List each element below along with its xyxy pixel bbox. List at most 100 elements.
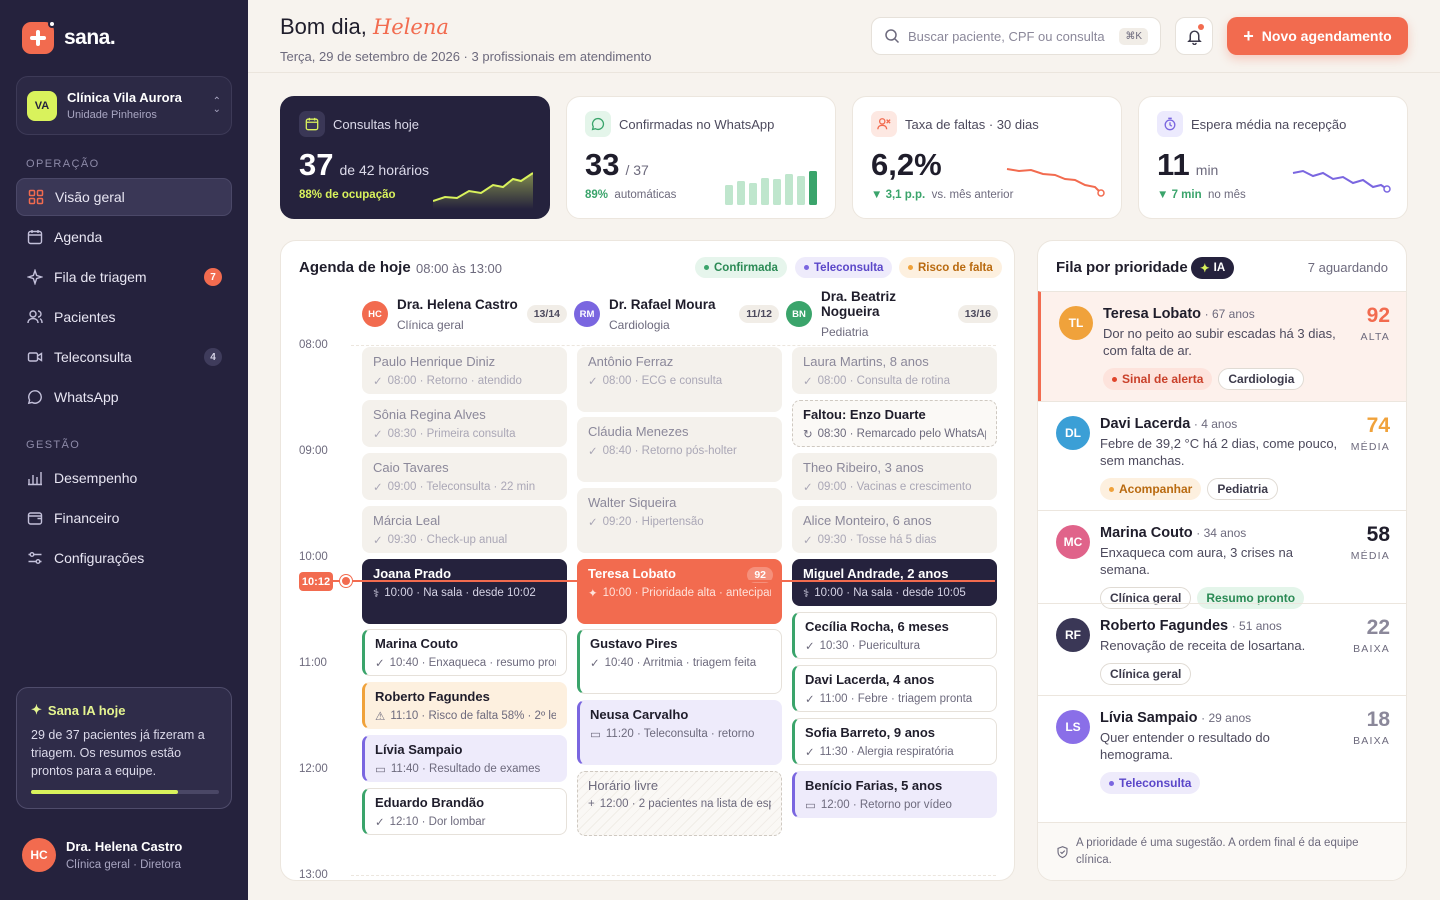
kpi-confirmadas-whatsapp[interactable]: Confirmadas no WhatsApp 33 / 37 89% autom… <box>566 96 836 219</box>
queue-item[interactable]: RF Roberto Fagundes · 51 anos Renovação … <box>1038 603 1406 695</box>
video-icon: ▭ <box>805 800 816 812</box>
appointment-card[interactable]: Paulo Henrique Diniz ✓ 08:00 · Retorno · a… <box>362 347 567 394</box>
kpi-espera-media[interactable]: Espera média na recepção 11 min ▼ 7 min n… <box>1138 96 1408 219</box>
queue-item[interactable]: TL Teresa Lobato · 67 anos Dor no peito … <box>1038 291 1406 401</box>
tag-follow-up: Acompanhar <box>1100 478 1202 500</box>
plus-icon: + <box>588 798 595 810</box>
appointment-card-tele[interactable]: Neusa Carvalho ▭ 11:20 · Teleconsulta · re… <box>577 700 782 765</box>
sidebar-item-whatsapp[interactable]: WhatsApp <box>16 378 232 416</box>
sidebar-item-agenda[interactable]: Agenda <box>16 218 232 256</box>
appointment-card[interactable]: Cláudia Menezes ✓ 08:40 · Retorno pós-holt… <box>577 417 782 482</box>
appointment-card-risk[interactable]: Roberto Fagundes ⚠ 11:10 · Risco de falta … <box>362 682 567 729</box>
queue-item[interactable]: MC Marina Couto · 34 anos Enxaqueca com … <box>1038 510 1406 609</box>
search-input[interactable]: Buscar paciente, CPF ou consulta ⌘K <box>871 17 1161 55</box>
patient-name: Joana Prado <box>373 566 452 581</box>
kpi-foot-strong: ▼ 7 min <box>1157 189 1202 201</box>
appointment-card-tele[interactable]: Benício Farias, 5 anos ▭ 12:00 · Retorno p… <box>792 771 997 818</box>
chevron-updown-icon: ⌃ ⌄ <box>212 95 221 115</box>
sidebar-item-fila-de-triagem[interactable]: Fila de triagem 7 <box>16 258 232 296</box>
appointment-card[interactable]: Antônio Ferraz ✓ 08:00 · ECG e consulta <box>577 347 782 412</box>
kpi-taxa-de-faltas[interactable]: Taxa de faltas · 30 dias 6,2% ▼ 3,1 p.p.… <box>852 96 1122 219</box>
current-time-dot <box>340 575 352 587</box>
appointment-detail: 08:30 · Primeira consulta <box>387 428 516 440</box>
queue-waiting-count: 7 aguardando <box>1307 260 1388 275</box>
queue-item[interactable]: DL Davi Lacerda · 4 anos Febre de 39,2 °… <box>1038 401 1406 510</box>
sidebar-item-pacientes[interactable]: Pacientes <box>16 298 232 336</box>
patient-name: Gustavo Pires <box>590 636 678 651</box>
sidebar-item-financeiro[interactable]: Financeiro <box>16 499 232 537</box>
check-icon: ✓ <box>373 429 383 441</box>
page-subtitle: Terça, 29 de setembro de 2026 · 3 profis… <box>280 49 652 64</box>
appointment-card-tele[interactable]: Lívia Sampaio ▭ 11:40 · Resultado de exame… <box>362 735 567 782</box>
brand-name: sana. <box>64 26 116 49</box>
appointment-card-priority[interactable]: Teresa Lobato ✦ 10:00 · Prioridade alta · … <box>577 559 782 624</box>
shield-icon <box>1057 846 1068 859</box>
sidebar-item-desempenho[interactable]: Desempenho <box>16 459 232 497</box>
check-double-icon: ✓ <box>805 641 815 653</box>
appointment-card[interactable]: Laura Martins, 8 anos ✓ 08:00 · Consulta d… <box>792 347 997 394</box>
notifications-button[interactable] <box>1175 17 1213 55</box>
appointment-card[interactable]: Eduardo Brandão ✓ 12:10 · Dor lombar <box>362 788 567 835</box>
appointment-card[interactable]: Gustavo Pires ✓ 10:40 · Arritmia · triagem… <box>577 629 782 694</box>
check-double-icon: ✓ <box>590 658 600 670</box>
sidebar-item-configuracoes[interactable]: Configurações <box>16 539 232 577</box>
plus-logo-icon <box>22 20 56 54</box>
avatar: HC <box>362 301 388 327</box>
brand-logo[interactable]: sana. <box>22 20 116 54</box>
doctor-header[interactable]: HC Dra. Helena Castro Clínica geral 13/14 <box>362 294 567 334</box>
check-icon: ✓ <box>373 376 383 388</box>
appointment-card[interactable]: Cecília Rocha, 6 meses ✓ 10:30 · Puericult… <box>792 612 997 659</box>
doctor-name: Dra. Beatriz Nogueira <box>821 289 897 319</box>
doctor-header[interactable]: RM Dr. Rafael Moura Cardiologia 11/12 <box>574 294 779 334</box>
appointment-card[interactable]: Davi Lacerda, 4 anos ✓ 11:00 · Febre · tri… <box>792 665 997 712</box>
appointment-card[interactable]: Márcia Leal ✓ 09:30 · Check-up anual <box>362 506 567 553</box>
kpi-consultas-hoje[interactable]: Consultas hoje 37 de 42 horários 88% de o… <box>280 96 550 219</box>
user-profile[interactable]: HC Dra. Helena Castro Clínica geral · Di… <box>22 838 182 872</box>
appointment-card[interactable]: Sofia Barreto, 9 anos ✓ 11:30 · Alergia re… <box>792 718 997 765</box>
ia-summary-card[interactable]: ✦ Sana IA hoje 29 de 37 pacientes já fize… <box>16 687 232 809</box>
legend-teleconsulta: Teleconsulta <box>795 257 893 278</box>
check-icon: ✓ <box>373 535 383 547</box>
appointment-card[interactable]: Theo Ribeiro, 3 anos ✓ 09:00 · Vacinas e c… <box>792 453 997 500</box>
stethoscope-icon: ⚕ <box>803 588 810 600</box>
timer-icon <box>1157 111 1183 137</box>
sparkle-icon <box>26 268 44 286</box>
appointment-card[interactable]: Walter Siqueira ✓ 09:20 · Hipertensão <box>577 488 782 553</box>
patient-name: Roberto Fagundes <box>375 689 490 704</box>
legend-label: Teleconsulta <box>814 261 884 274</box>
appointment-detail: 08:00 · Retorno · atendido <box>387 375 522 387</box>
sparkle-icon: ✦ <box>588 588 598 600</box>
sidebar-item-label: Visão geral <box>55 189 125 205</box>
queue-item[interactable]: LS Lívia Sampaio · 29 anos Quer entender… <box>1038 695 1406 805</box>
patient-name: Lívia Sampaio <box>375 742 463 757</box>
appointment-card-active[interactable]: Miguel Andrade, 2 anos ⚕ 10:00 · Na sala ·… <box>792 559 997 606</box>
sidebar-item-visao-geral[interactable]: Visão geral <box>16 178 232 216</box>
sliders-icon <box>26 549 44 567</box>
appointment-card[interactable]: Marina Couto ✓ 10:40 · Enxaqueca · resumo … <box>362 629 567 676</box>
new-appointment-button[interactable]: + Novo agendamento <box>1227 17 1408 55</box>
free-slot[interactable]: Horário livre +12:00 · 2 pacientes na lis… <box>577 771 782 836</box>
avatar: LS <box>1056 710 1090 744</box>
clinic-switcher[interactable]: VA Clínica Vila Aurora Unidade Pinheiros… <box>16 76 232 135</box>
check-icon: ✓ <box>588 376 598 388</box>
time-label: 12:00 <box>299 763 328 775</box>
doctor-header[interactable]: BN Dra. Beatriz Nogueira Pediatria 13/16 <box>786 289 998 339</box>
appointment-card[interactable]: Alice Monteiro, 6 anos ✓ 09:30 · Tosse há … <box>792 506 997 553</box>
user-x-icon <box>871 111 897 137</box>
doctor-count: 13/14 <box>526 305 567 323</box>
doctor-name: Dr. Rafael Moura <box>609 296 716 312</box>
kpi-foot-strong: 88% de ocupação <box>299 189 396 201</box>
appointment-card[interactable]: Caio Tavares ✓ 09:00 · Teleconsulta · 22 m… <box>362 453 567 500</box>
teleconsulta-count-badge: 4 <box>204 348 222 366</box>
ia-badge: ✦ IA <box>1191 257 1235 279</box>
patient-name: Benício Farias, 5 anos <box>805 778 943 793</box>
appointment-card-missed[interactable]: Faltou: Enzo Duarte ↻ 08:30 · Remarcado pe… <box>792 400 997 447</box>
sidebar-item-label: Agenda <box>54 229 103 245</box>
appointment-card-active[interactable]: Joana Prado ⚕ 10:00 · Na sala · desde 10:0… <box>362 559 567 624</box>
legend-risco-de-falta: Risco de falta <box>899 257 1002 278</box>
kpi-foot-text: no mês <box>1208 189 1246 201</box>
sidebar-item-teleconsulta[interactable]: Teleconsulta 4 <box>16 338 232 376</box>
priority-score-badge: 92 <box>747 567 773 583</box>
wallet-icon <box>26 509 44 527</box>
appointment-card[interactable]: Sônia Regina Alves ✓ 08:30 · Primeira cons… <box>362 400 567 447</box>
